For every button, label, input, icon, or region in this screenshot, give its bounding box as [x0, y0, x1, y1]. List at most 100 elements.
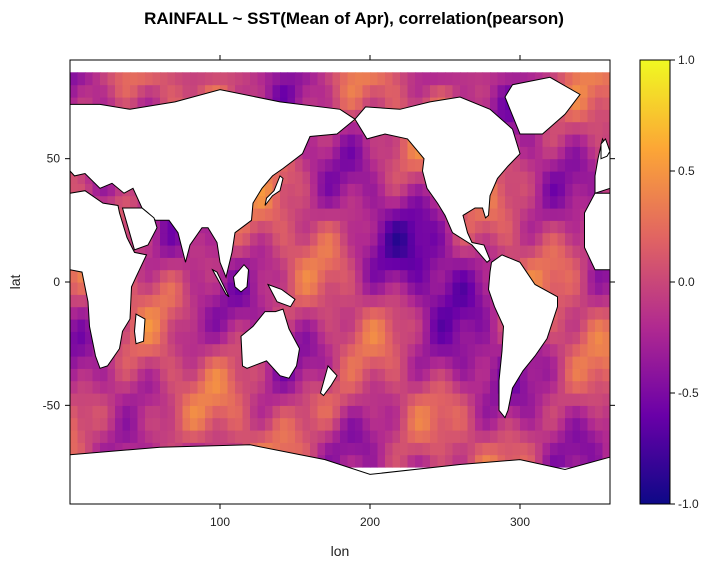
heat-cell: [310, 245, 319, 258]
heat-cell: [422, 72, 431, 86]
heat-cell: [527, 183, 536, 197]
heat-cell: [167, 331, 176, 345]
heat-cell: [182, 417, 191, 431]
heat-cell: [242, 368, 251, 382]
heat-cell: [385, 319, 394, 332]
heat-cell: [407, 380, 416, 394]
heat-cell: [385, 368, 394, 382]
heat-cell: [122, 195, 131, 209]
heat-cell: [407, 232, 416, 246]
heat-cell: [257, 84, 266, 98]
heat-cell: [197, 319, 206, 332]
heat-cell: [407, 269, 416, 283]
heat-cell: [220, 405, 229, 419]
heat-cell: [407, 356, 416, 369]
heat-cell: [152, 430, 161, 443]
heat-cell: [212, 319, 221, 332]
heat-cell: [310, 72, 319, 86]
heat-cell: [475, 417, 484, 431]
heat-cell: [392, 417, 401, 431]
heat-cell: [212, 417, 221, 431]
heat-cell: [550, 430, 559, 443]
heat-cell: [580, 72, 589, 86]
heat-cell: [415, 393, 424, 406]
heat-cell: [287, 245, 296, 258]
heat-cell: [280, 417, 289, 431]
x-tick-label: 100: [210, 515, 230, 529]
heat-cell: [235, 294, 244, 308]
heat-cell: [302, 220, 311, 234]
heat-cell: [400, 171, 409, 184]
heat-cell: [520, 405, 529, 419]
heat-cell: [370, 393, 379, 406]
heat-cell: [340, 319, 349, 332]
heat-cell: [332, 430, 341, 443]
heat-cell: [332, 282, 341, 295]
heat-cell: [445, 405, 454, 419]
heat-cell: [190, 393, 199, 406]
heat-cell: [370, 195, 379, 209]
heat-cell: [212, 282, 221, 295]
heat-cell: [317, 294, 326, 308]
heat-cell: [362, 171, 371, 184]
heat-cell: [587, 97, 596, 110]
heat-cell: [107, 84, 116, 98]
heat-cell: [325, 319, 334, 332]
heat-cell: [362, 84, 371, 98]
heat-cell: [520, 430, 529, 443]
heat-cell: [205, 331, 214, 345]
heat-cell: [565, 245, 574, 258]
heat-cell: [130, 430, 139, 443]
heat-cell: [227, 356, 236, 369]
heat-cell: [557, 405, 566, 419]
heat-cell: [182, 72, 191, 86]
heat-cell: [550, 183, 559, 197]
heat-cell: [355, 393, 364, 406]
heat-cell: [137, 405, 146, 419]
heat-cell: [557, 195, 566, 209]
heat-cell: [437, 282, 446, 295]
heat-cell: [160, 269, 169, 283]
heat-cell: [512, 208, 521, 221]
heat-cell: [392, 220, 401, 234]
heat-cell: [557, 430, 566, 443]
heat-cell: [535, 245, 544, 258]
heat-cell: [287, 72, 296, 86]
heat-cell: [580, 84, 589, 98]
heat-cell: [205, 319, 214, 332]
heat-cell: [467, 442, 476, 456]
heat-cell: [482, 405, 491, 419]
heat-cell: [302, 282, 311, 295]
heat-cell: [190, 405, 199, 419]
heat-cell: [535, 158, 544, 172]
heat-cell: [362, 232, 371, 246]
heat-cell: [317, 442, 326, 456]
heat-cell: [355, 84, 364, 98]
heat-cell: [302, 245, 311, 258]
heat-cell: [272, 393, 281, 406]
heat-cell: [182, 393, 191, 406]
heat-cell: [430, 368, 439, 382]
heat-cell: [295, 208, 304, 221]
heat-cell: [70, 294, 79, 308]
heat-cell: [295, 97, 304, 110]
heat-cell: [295, 405, 304, 419]
heat-cell: [400, 393, 409, 406]
heat-cell: [400, 294, 409, 308]
heat-cell: [332, 84, 341, 98]
heat-cell: [565, 356, 574, 369]
heat-cell: [347, 109, 356, 123]
heat-cell: [535, 257, 544, 271]
heat-cell: [370, 245, 379, 258]
heat-cell: [550, 368, 559, 382]
heat-cell: [137, 343, 146, 357]
heat-cell: [602, 442, 610, 456]
heat-cell: [302, 72, 311, 86]
heat-cell: [595, 442, 604, 456]
heat-cell: [167, 257, 176, 271]
heat-cell: [527, 158, 536, 172]
heat-cell: [332, 294, 341, 308]
heat-cell: [572, 72, 581, 86]
heat-cell: [182, 84, 191, 98]
heat-cell: [310, 183, 319, 197]
